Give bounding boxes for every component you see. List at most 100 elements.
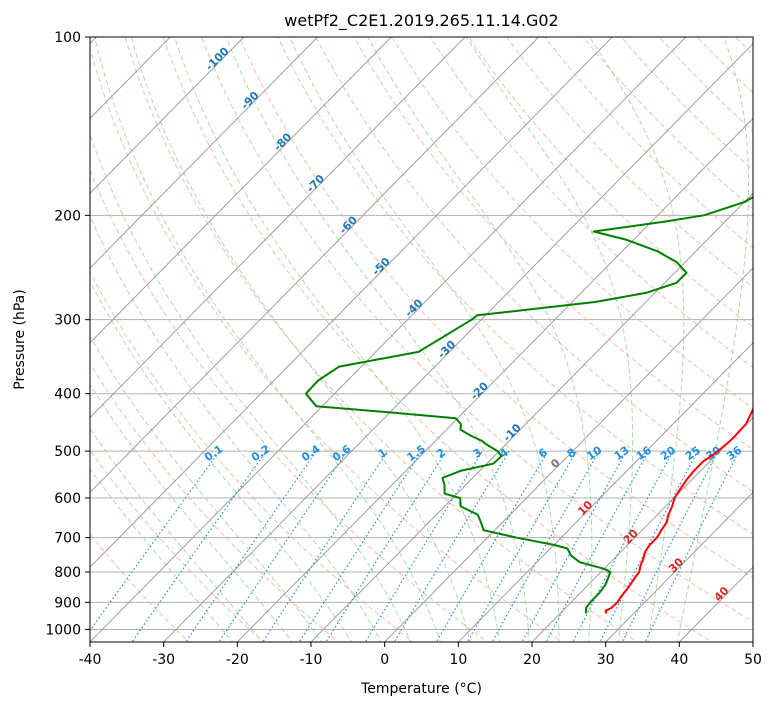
mixing-ratio-line (184, 451, 316, 644)
mixing-ratio-line (261, 451, 388, 644)
isotherm-label: -50 (370, 255, 393, 278)
plot-frame (90, 37, 753, 642)
isotherm-label: -30 (435, 338, 458, 361)
x-tick-label: 40 (670, 652, 688, 668)
isotherm-label: -40 (402, 296, 425, 319)
moist-adiabats (0, 37, 749, 644)
mixing-ratio-label: 1.5 (405, 442, 428, 464)
isotherm-label: -60 (337, 213, 360, 236)
isotherm-label: 10 (575, 498, 595, 518)
isotherm-label: -80 (271, 130, 294, 153)
x-tick-label: 50 (744, 652, 762, 668)
y-tick-label: 100 (54, 30, 81, 46)
dewpoint-profile (306, 37, 775, 614)
mixing-ratio-label: 1 (376, 446, 390, 461)
isotherm-line (677, 24, 775, 645)
chart-title: wetPf2_C2E1.2019.265.11.14.G02 (284, 11, 558, 31)
x-tick-label: -40 (79, 652, 102, 668)
moist-adiabat-line (0, 37, 235, 644)
x-axis: -40 -30 -20 -10 0 10 20 30 40 50 (79, 642, 762, 668)
isotherm-line (161, 24, 772, 645)
y-axis-title: Pressure (hPa) (12, 289, 28, 389)
moist-adiabat-line (226, 37, 529, 644)
moist-adiabat-line (0, 37, 294, 644)
moist-adiabat-line (0, 37, 323, 644)
isotherms (0, 24, 775, 645)
sounding-profiles (306, 37, 775, 614)
y-tick-label: 300 (54, 313, 81, 329)
x-tick-label: -20 (226, 652, 249, 668)
y-tick-label: 200 (54, 208, 81, 224)
mixing-ratio-line (621, 451, 718, 644)
moist-adiabat-line (0, 37, 264, 644)
isotherm-line (603, 24, 775, 645)
mixing-ratio-line (325, 451, 447, 644)
dry-adiabat-line (235, 25, 775, 644)
x-tick-label: -30 (152, 652, 175, 668)
dry-adiabat-line (0, 25, 341, 644)
mixing-ratio-label: 0.4 (299, 442, 323, 464)
moist-adiabat-line (95, 37, 442, 644)
moist-adiabat-line (63, 37, 412, 644)
x-tick-label: 20 (523, 652, 541, 668)
mixing-ratio-label: 25 (683, 444, 703, 463)
isotherm-line (456, 24, 775, 645)
dry-adiabat-line (724, 25, 775, 644)
dry-adiabat-line (46, 25, 491, 644)
dry-adiabat-line (348, 25, 775, 644)
dry-adiabat-line (310, 25, 775, 644)
mixing-ratio-label: 0.6 (330, 442, 354, 464)
y-tick-label: 400 (54, 387, 81, 403)
dry-adiabat-line (159, 25, 715, 644)
isotherm-line (309, 24, 775, 645)
moist-adiabat-line (368, 37, 592, 644)
moist-adiabat-line (290, 37, 560, 644)
mixing-ratio-line (521, 451, 627, 644)
dry-adiabats (0, 25, 775, 644)
dry-adiabat-line (611, 25, 775, 644)
y-tick-label: 800 (54, 565, 81, 581)
dry-adiabat-line (197, 25, 775, 644)
y-tick-label: 700 (54, 531, 81, 547)
dry-adiabat-line (687, 25, 775, 644)
dry-adiabat-line (9, 25, 416, 644)
mixing-ratio-label: 36 (724, 443, 744, 463)
y-tick-label: 900 (54, 595, 81, 611)
dry-adiabat-line (762, 25, 775, 644)
mixing-ratio-label: 0.1 (202, 442, 225, 464)
isotherm-label: -10 (501, 421, 524, 444)
isotherm-line (0, 24, 257, 645)
mixing-ratio-line (298, 451, 422, 644)
x-tick-label: 30 (597, 652, 615, 668)
moist-adiabat-line (35, 37, 382, 644)
isotherm-line (530, 24, 775, 645)
mixing-ratio-label: 2 (434, 446, 448, 461)
x-axis-title: Temperature (°C) (360, 681, 482, 697)
y-tick-label: 1000 (45, 622, 81, 638)
isotherm-line (14, 24, 625, 645)
dry-adiabat-line (0, 25, 191, 644)
dry-adiabat-line (122, 25, 641, 644)
x-tick-label: 10 (449, 652, 467, 668)
y-tick-label: 500 (54, 444, 81, 460)
dry-adiabat-line (272, 25, 775, 644)
isotherm-label: -20 (468, 379, 491, 402)
dry-adiabat-line (461, 25, 775, 644)
x-tick-label: 0 (380, 652, 389, 668)
x-tick-label: -10 (300, 652, 323, 668)
isotherm-label: 40 (712, 584, 732, 604)
isotherm-line (0, 24, 552, 645)
isotherm-line (235, 24, 775, 645)
dry-adiabat-line (423, 25, 775, 644)
dry-adiabat-line (0, 25, 266, 644)
isotherm-line (751, 24, 775, 645)
isotherm-line (88, 24, 699, 645)
mixing-ratio-line (130, 451, 266, 644)
y-tick-label: 600 (54, 491, 81, 507)
isotherm-label: -100 (203, 44, 232, 73)
isotherm-label: -70 (304, 172, 327, 195)
dry-adiabat-line (84, 25, 566, 644)
mixing-ratio-line (491, 451, 599, 644)
y-axis: 100 200 300 400 500 600 700 800 900 1000 (45, 30, 90, 638)
